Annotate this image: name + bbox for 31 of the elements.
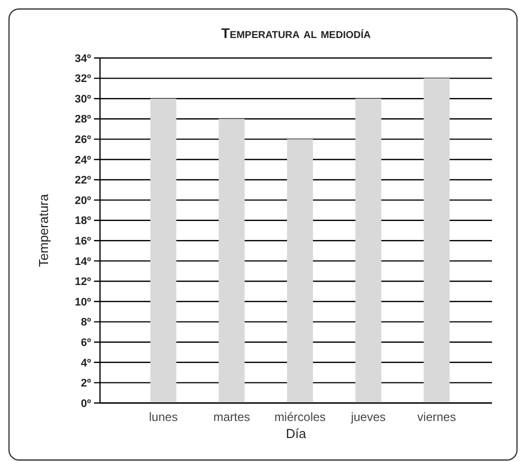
y-tick-label: 16º	[74, 235, 91, 248]
y-tick-label: 12º	[74, 276, 91, 288]
chart-title: Temperatura al mediodía	[221, 25, 371, 41]
bar	[150, 98, 176, 403]
x-tick-label: martes	[213, 410, 250, 424]
y-tick-label: 18º	[74, 215, 91, 228]
x-tick-label: miércoles	[274, 410, 326, 424]
y-axis-title: Temperatura	[36, 193, 51, 267]
x-tick-label: viernes	[417, 410, 456, 424]
y-tick-label: 2º	[80, 378, 91, 390]
y-tick-label: 34º	[74, 52, 91, 65]
y-tick-label: 0º	[80, 398, 91, 410]
bar	[424, 78, 450, 403]
x-tick-label: lunes	[149, 410, 178, 424]
y-tick-label: 32º	[74, 73, 91, 86]
bar	[287, 139, 313, 403]
y-tick-label: 6º	[80, 336, 91, 349]
y-tick-label: 22º	[74, 174, 91, 187]
y-tick-label: 4º	[80, 357, 91, 370]
y-tick-label: 30º	[74, 93, 91, 106]
x-tick-label: jueves	[350, 410, 386, 424]
y-tick-label: 24º	[74, 154, 91, 166]
bar	[355, 98, 382, 403]
y-tick-label: 28º	[74, 114, 91, 126]
y-tick-label: 10º	[74, 296, 91, 308]
y-tick-label: 8º	[80, 316, 91, 329]
x-axis-title: Día	[286, 426, 307, 441]
y-tick-label: 20º	[74, 194, 91, 207]
y-tick-label: 14º	[74, 256, 91, 268]
y-tick-label: 26º	[74, 134, 91, 146]
bar	[218, 118, 245, 403]
